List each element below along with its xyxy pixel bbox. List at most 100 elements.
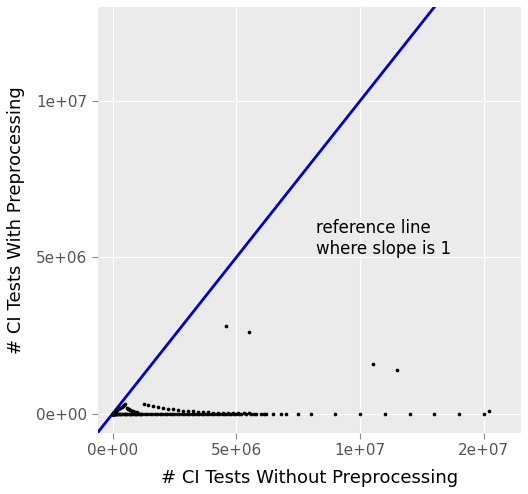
Y-axis label: # CI Tests With Preprocessing: # CI Tests With Preprocessing <box>7 86 25 354</box>
Point <box>164 405 173 412</box>
Point <box>134 410 143 418</box>
Point <box>175 410 184 418</box>
Point <box>269 410 278 418</box>
Point <box>119 402 127 410</box>
Point <box>126 410 134 418</box>
Point <box>148 410 156 418</box>
Point <box>230 410 238 418</box>
Point <box>112 410 120 418</box>
Point <box>169 406 177 413</box>
Point <box>393 366 401 374</box>
Point <box>249 410 258 417</box>
Point <box>161 410 169 418</box>
Point <box>108 410 117 418</box>
Point <box>208 410 216 418</box>
Point <box>218 410 226 418</box>
Point <box>168 410 176 418</box>
Point <box>212 410 221 418</box>
Point <box>137 410 145 418</box>
Point <box>149 402 158 410</box>
Point <box>108 410 117 418</box>
Point <box>225 410 233 418</box>
Point <box>109 410 118 418</box>
Point <box>257 410 266 418</box>
Point <box>108 410 117 418</box>
Point <box>110 410 119 418</box>
Point <box>215 410 223 418</box>
Point <box>381 410 389 418</box>
Point <box>130 410 139 418</box>
Point <box>244 329 253 336</box>
Point <box>220 410 228 418</box>
Point <box>193 410 201 418</box>
Point <box>117 410 126 418</box>
Point <box>234 410 243 418</box>
Point <box>209 409 217 416</box>
Point <box>262 410 270 418</box>
Point <box>277 410 285 417</box>
Point <box>122 404 131 412</box>
Point <box>210 410 218 418</box>
Point <box>110 410 118 418</box>
Point <box>108 410 117 418</box>
Point <box>114 406 122 413</box>
Point <box>281 410 290 418</box>
Point <box>306 410 315 418</box>
Point <box>108 410 117 418</box>
Point <box>118 410 127 418</box>
Point <box>109 410 117 418</box>
Point <box>485 407 493 414</box>
Point <box>242 410 250 418</box>
Point <box>331 410 340 418</box>
Point <box>180 410 188 418</box>
Point <box>109 410 117 418</box>
Point <box>237 410 246 418</box>
Point <box>139 400 148 408</box>
Point <box>174 406 182 414</box>
Point <box>252 410 260 418</box>
Point <box>187 410 196 418</box>
Point <box>240 410 248 417</box>
Point <box>115 405 124 412</box>
Point <box>165 410 174 418</box>
Point <box>110 408 119 416</box>
Point <box>185 410 194 418</box>
Point <box>125 410 133 418</box>
Point <box>200 410 209 418</box>
Point <box>120 401 129 409</box>
Point <box>356 410 364 418</box>
Point <box>133 408 141 416</box>
Point <box>244 410 253 417</box>
Point <box>127 410 135 418</box>
Point <box>189 407 197 415</box>
Point <box>108 410 117 418</box>
Point <box>204 408 212 416</box>
Point <box>194 408 202 415</box>
Point <box>108 410 117 418</box>
Point <box>173 410 181 418</box>
Point <box>108 410 117 418</box>
Point <box>155 410 164 418</box>
Point <box>133 410 142 418</box>
Point <box>150 410 159 418</box>
Point <box>455 410 464 418</box>
Point <box>205 410 213 418</box>
Point <box>108 410 117 418</box>
Point <box>158 410 166 418</box>
Point <box>111 410 120 418</box>
Point <box>227 410 235 418</box>
Point <box>154 403 163 411</box>
Point <box>111 410 119 418</box>
Point <box>229 409 237 417</box>
Point <box>369 360 377 368</box>
Point <box>170 410 178 418</box>
Point <box>222 410 231 418</box>
Point <box>128 410 137 418</box>
Point <box>232 410 241 418</box>
Point <box>129 410 138 418</box>
Point <box>114 410 122 418</box>
Point <box>213 409 222 416</box>
Point <box>406 410 414 418</box>
Point <box>259 410 268 417</box>
Point <box>140 410 149 418</box>
